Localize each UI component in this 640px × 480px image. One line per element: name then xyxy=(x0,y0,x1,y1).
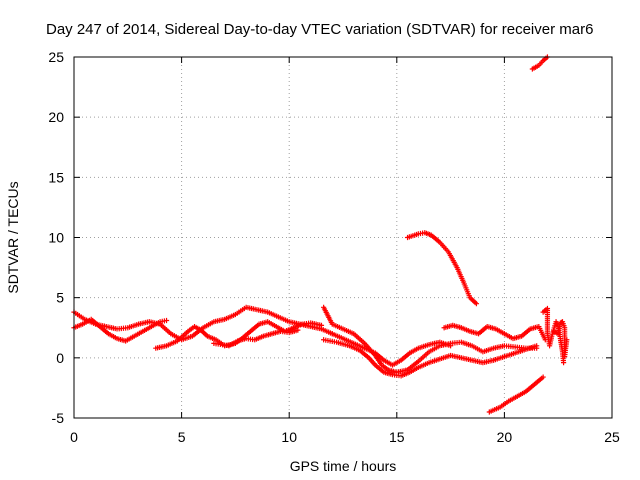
x-tick-label: 25 xyxy=(604,429,620,445)
data-point xyxy=(534,343,540,349)
data-points xyxy=(71,54,570,415)
data-point xyxy=(295,327,301,333)
data-point xyxy=(473,301,480,307)
y-tick-label: 10 xyxy=(48,230,64,246)
data-point xyxy=(540,374,546,380)
chart-title: Day 247 of 2014, Sidereal Day-to-day VTE… xyxy=(46,21,593,38)
y-tick-label: 20 xyxy=(48,109,64,125)
y-tick-label: -5 xyxy=(52,410,65,426)
data-point xyxy=(564,337,570,343)
x-axis-ticks: 0 5 10 15 20 25 xyxy=(70,57,620,445)
grid xyxy=(74,57,612,418)
y-tick-label: 25 xyxy=(48,49,64,65)
plot-frame xyxy=(73,56,613,419)
y-tick-label: 0 xyxy=(56,350,64,366)
x-tick-label: 0 xyxy=(70,429,78,445)
x-tick-label: 20 xyxy=(497,429,513,445)
y-axis-label: SDTVAR / TECUs xyxy=(5,181,21,293)
y-axis-ticks: -5 0 5 10 15 20 25 xyxy=(48,49,612,426)
y-tick-label: 5 xyxy=(56,290,64,306)
data-point xyxy=(163,317,170,324)
data-point xyxy=(560,360,567,366)
x-tick-label: 5 xyxy=(178,429,186,445)
y-tick-label: 15 xyxy=(48,169,64,185)
x-tick-label: 10 xyxy=(281,429,297,445)
data-point xyxy=(318,322,325,328)
x-axis-label: GPS time / hours xyxy=(290,458,397,474)
data-point xyxy=(448,343,454,349)
x-tick-label: 15 xyxy=(389,429,405,445)
